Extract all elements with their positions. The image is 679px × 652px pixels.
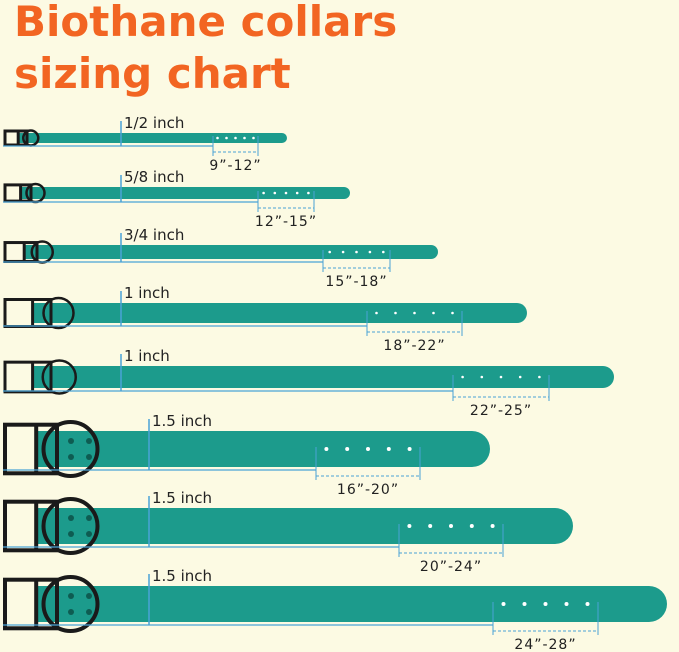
rivet (86, 515, 92, 521)
d-ring (42, 296, 75, 330)
hole (394, 311, 397, 315)
buckle (3, 129, 29, 147)
rivet (68, 593, 74, 599)
title-line: sizing chart (14, 49, 291, 98)
rivet (86, 593, 92, 599)
rivet (86, 454, 92, 460)
width-label: 1 inch (124, 284, 170, 302)
rivet (86, 609, 92, 615)
hole (366, 447, 370, 451)
strap (24, 245, 438, 259)
width-label: 5/8 inch (124, 168, 184, 186)
hole (499, 375, 503, 379)
width-label: 1.5 inch (152, 412, 212, 430)
width-label: 1/2 inch (124, 114, 184, 132)
buckle (3, 360, 53, 394)
rivet (68, 438, 74, 444)
hole (449, 524, 453, 528)
rivet (68, 515, 74, 521)
hole (518, 375, 522, 379)
hole (216, 136, 219, 140)
rivet (86, 438, 92, 444)
hole (480, 375, 484, 379)
hole (407, 447, 412, 451)
strap (20, 187, 350, 199)
hole (538, 375, 541, 379)
buckle (3, 422, 59, 476)
hole (328, 250, 332, 254)
strap (36, 586, 667, 622)
hole (243, 136, 246, 140)
rivet (68, 454, 74, 460)
hole (225, 136, 228, 140)
hole (273, 191, 277, 195)
width-label: 1.5 inch (152, 567, 212, 585)
strap (18, 133, 287, 143)
rivet (86, 531, 92, 537)
hole (252, 136, 255, 140)
buckle (3, 183, 33, 203)
buckle (3, 577, 59, 631)
hole (307, 191, 310, 195)
d-ring (41, 497, 100, 555)
rivet (68, 531, 74, 537)
size-range: 9”-12” (209, 158, 261, 174)
size-range: 12”-15” (255, 214, 317, 230)
hole (234, 136, 237, 140)
size-range: 20”-24” (420, 559, 482, 575)
hole (451, 311, 454, 315)
hole (585, 602, 590, 606)
hole (469, 524, 474, 528)
size-range: 16”-20” (337, 482, 399, 498)
width-label: 3/4 inch (124, 226, 184, 244)
hole (375, 311, 378, 315)
hole (407, 524, 412, 528)
hole (341, 250, 345, 254)
hole (386, 447, 391, 451)
strap (32, 366, 615, 388)
hole (368, 250, 372, 254)
hole (501, 602, 506, 606)
hole (382, 250, 385, 254)
rivet (68, 609, 74, 615)
d-ring (41, 359, 77, 395)
strap (32, 303, 527, 323)
hole (522, 602, 527, 606)
hole (262, 191, 265, 195)
hole (461, 375, 464, 379)
size-range: 15”-18” (325, 274, 387, 290)
strap (36, 431, 490, 467)
size-range: 24”-28” (514, 637, 576, 652)
strap (36, 508, 573, 544)
d-ring (41, 420, 100, 478)
hole (413, 311, 416, 315)
title-line: Biothane collars (14, 0, 397, 46)
hole (543, 602, 548, 606)
buckle (3, 499, 59, 553)
hole (428, 524, 433, 528)
d-ring (41, 575, 100, 633)
hole (324, 447, 329, 451)
hole (355, 250, 358, 254)
width-label: 1 inch (124, 347, 170, 365)
width-label: 1.5 inch (152, 489, 212, 507)
hole (345, 447, 350, 451)
hole (284, 191, 288, 195)
hole (295, 191, 299, 195)
size-range: 18”-22” (383, 338, 445, 354)
hole (490, 524, 495, 528)
hole (564, 602, 569, 606)
size-range: 22”-25” (470, 403, 532, 419)
hole (432, 311, 435, 315)
